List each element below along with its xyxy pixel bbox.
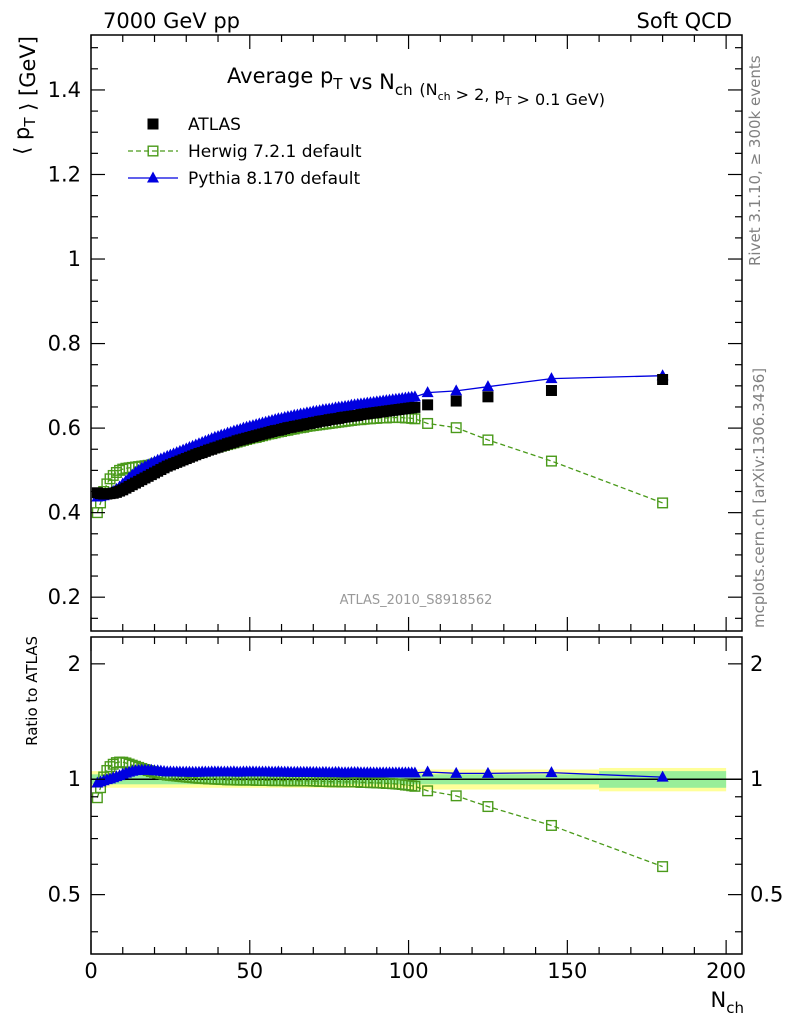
ratio-y-tick-label-right: 2 <box>750 652 763 676</box>
atlas-data-point <box>545 384 557 396</box>
herwig-ratio-point <box>422 785 434 797</box>
x-tick-label: 150 <box>547 959 587 983</box>
herwig-data-point <box>450 422 462 434</box>
legend-atlas-marker <box>147 118 159 130</box>
legend-herwig-marker <box>147 145 159 157</box>
pythia-series <box>91 369 669 502</box>
x-tick-label: 0 <box>84 959 97 983</box>
herwig-ratio-point <box>450 790 462 802</box>
y-tick-label: 1.4 <box>48 78 81 102</box>
ratio-y-tick-label: 2 <box>68 652 81 676</box>
legend-pythia-marker <box>147 171 159 183</box>
header-process-label: Soft QCD <box>636 9 732 33</box>
y-tick-label: 0.4 <box>48 501 81 525</box>
pythia-ratio-point <box>421 765 434 777</box>
ratio-y-tick-label: 0.5 <box>48 883 81 907</box>
y-axis-label: ⟨ pT ⟩ [GeV] <box>10 36 40 155</box>
analysis-watermark: ATLAS_2010_S8918562 <box>340 593 493 608</box>
y-tick-label: 1 <box>68 247 81 271</box>
legend-pythia-label: Pythia 8.170 default <box>188 169 361 189</box>
pythia-data-point <box>545 372 558 384</box>
herwig-data-point <box>409 413 421 425</box>
legend-atlas: ATLAS <box>147 115 241 135</box>
pythia-data-point <box>481 380 494 392</box>
x-tick-label: 200 <box>706 959 746 983</box>
header-beam-label: 7000 GeV pp <box>103 9 241 33</box>
herwig-ratio-point <box>91 792 103 804</box>
pythia-ratio-point <box>450 766 463 778</box>
mcplots-reference-label: mcplots.cern.ch [arXiv:1306.3436] <box>750 367 768 628</box>
tick-labels: 0.2 0.4 0.6 0.8 1 1.2 1.4 0.5 0.5 1 1 2 2 0 50 100 150 20… <box>48 78 784 983</box>
herwig-ratio-point <box>409 780 421 792</box>
pythia-data-point <box>450 384 463 396</box>
herwig-data-point <box>482 434 494 446</box>
legend-pythia: Pythia 8.170 default <box>128 169 361 189</box>
rivet-version-label: Rivet 3.1.10, ≥ 300k events <box>746 55 764 266</box>
ratio-y-axis-label: Ratio to ATLAS <box>23 636 41 746</box>
atlas-data-point <box>409 401 421 413</box>
legend-herwig: Herwig 7.2.1 default <box>128 142 362 162</box>
pythia-ratio-point <box>481 766 494 778</box>
y-tick-label: 0.6 <box>48 416 81 440</box>
atlas-data-point <box>450 395 462 407</box>
main-plot-frame <box>90 34 743 632</box>
herwig-ratio-point <box>482 801 494 813</box>
herwig-data-point <box>657 497 669 509</box>
ratio-plot-frame <box>90 636 743 955</box>
plot-title: Average pT vs Nch (Nch > 2, pT > 0.1 GeV… <box>227 64 605 109</box>
pythia-data-line <box>97 375 663 498</box>
atlas-data-point <box>482 391 494 403</box>
x-tick-label: 50 <box>236 959 263 983</box>
pythia-data-point <box>408 390 421 402</box>
atlas-data-point <box>657 373 669 385</box>
pythia-ratio-point <box>545 766 558 778</box>
herwig-ratio-point <box>545 819 557 831</box>
legend-atlas-label: ATLAS <box>188 115 241 135</box>
atlas-data-point <box>422 399 434 411</box>
pythia-ratio-point <box>656 770 669 782</box>
pythia-ratio-point <box>408 766 421 778</box>
x-tick-label: 100 <box>389 959 429 983</box>
atlas-series <box>91 373 669 500</box>
ratio-y-tick-label-right: 0.5 <box>750 883 783 907</box>
axis-ticks <box>90 35 742 954</box>
legend-herwig-label: Herwig 7.2.1 default <box>188 142 362 162</box>
ratio-y-tick-label: 1 <box>68 767 81 791</box>
x-axis-label: Nch <box>711 988 744 1017</box>
y-tick-label: 0.8 <box>48 332 81 356</box>
ratio-y-tick-label-right: 1 <box>750 767 763 791</box>
ratio-plot-area <box>91 756 669 873</box>
herwig-data-point <box>104 473 116 485</box>
herwig-data-point <box>545 455 557 467</box>
legend: ATLAS Herwig 7.2.1 default Pythia 8.170 de… <box>128 115 362 189</box>
herwig-data-point <box>422 417 434 429</box>
y-tick-label: 0.2 <box>48 585 81 609</box>
pythia-ratio-series <box>91 763 669 788</box>
main-plot-area <box>91 369 669 519</box>
herwig-ratio-point <box>657 861 669 873</box>
y-tick-label: 1.2 <box>48 162 81 186</box>
pythia-data-point <box>421 386 434 398</box>
